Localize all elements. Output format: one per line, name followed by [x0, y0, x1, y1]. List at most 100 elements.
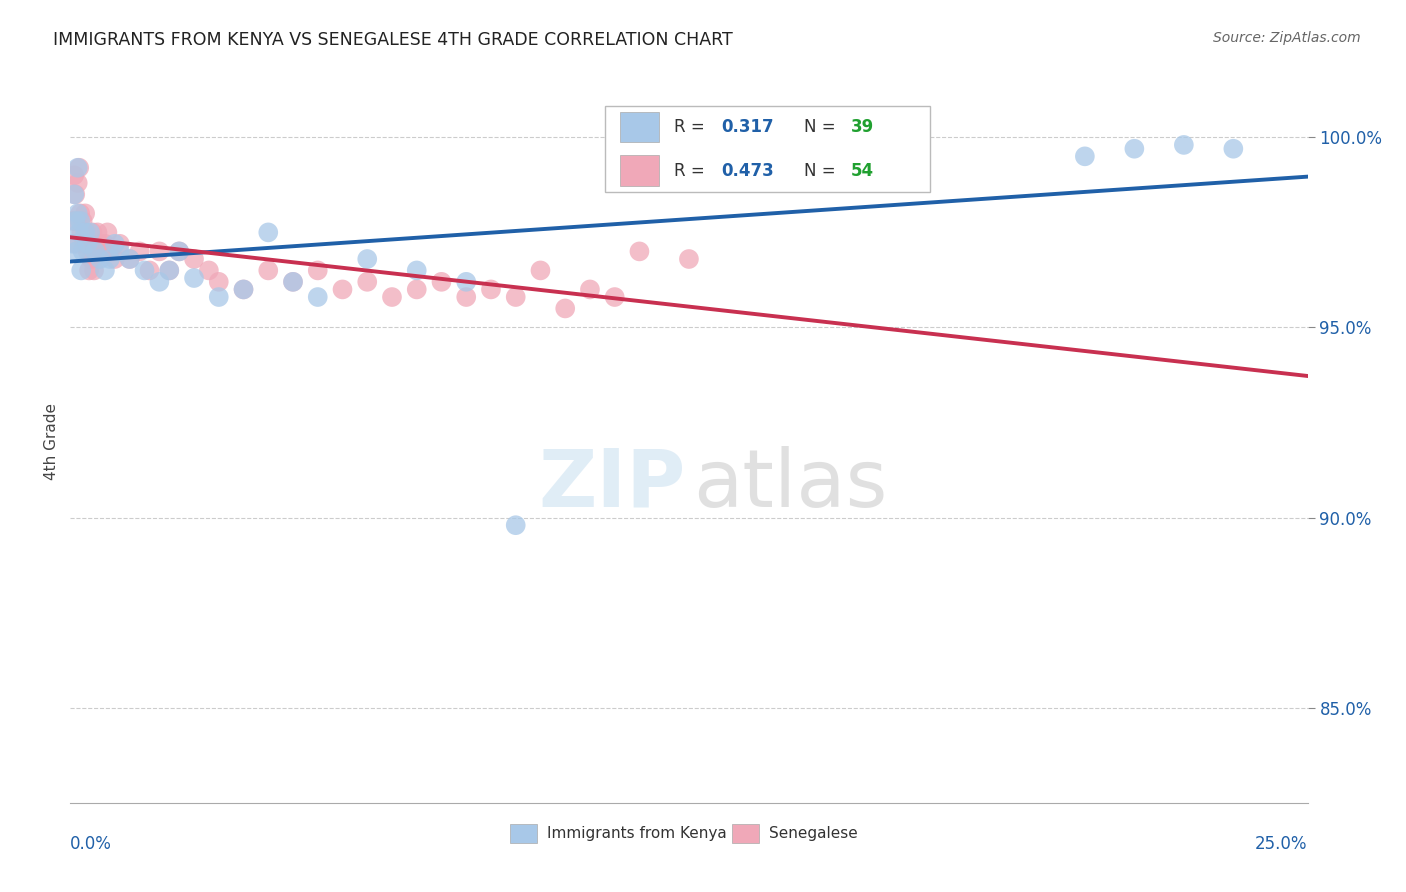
- Point: [69, 214, 91, 228]
- Point: [69, 206, 91, 220]
- Text: 0.317: 0.317: [721, 119, 773, 136]
- Point: [82, 226, 104, 240]
- Point: [232, 282, 254, 296]
- Point: [65, 214, 87, 228]
- Point: [554, 301, 576, 316]
- Point: [83, 263, 105, 277]
- Point: [76, 244, 98, 259]
- Point: [1123, 142, 1146, 156]
- Point: [96, 226, 118, 240]
- Bar: [733, 824, 759, 843]
- Point: [356, 275, 378, 289]
- Point: [430, 275, 453, 289]
- Point: [73, 236, 96, 251]
- Text: Source: ZipAtlas.com: Source: ZipAtlas.com: [1213, 31, 1361, 45]
- Point: [80, 252, 103, 266]
- Point: [628, 244, 651, 259]
- Point: [72, 244, 94, 259]
- Point: [66, 161, 89, 175]
- Point: [76, 236, 98, 251]
- Point: [505, 518, 527, 533]
- Point: [157, 263, 180, 277]
- Bar: [509, 824, 537, 843]
- Point: [72, 214, 94, 228]
- Point: [98, 252, 121, 266]
- Point: [148, 244, 170, 259]
- Point: [79, 226, 101, 240]
- Point: [70, 263, 93, 277]
- Point: [479, 282, 502, 296]
- Point: [157, 263, 180, 277]
- Point: [257, 226, 280, 240]
- Point: [1074, 149, 1097, 163]
- Point: [405, 282, 427, 296]
- Point: [381, 290, 404, 304]
- Point: [70, 226, 93, 240]
- Point: [118, 252, 141, 266]
- Point: [65, 244, 87, 259]
- Point: [1173, 137, 1195, 152]
- Point: [208, 275, 231, 289]
- Point: [67, 226, 90, 240]
- Point: [89, 252, 111, 266]
- Point: [307, 290, 329, 304]
- Point: [104, 236, 127, 251]
- Point: [678, 252, 700, 266]
- Point: [281, 275, 304, 289]
- Point: [456, 290, 478, 304]
- Text: R =: R =: [673, 119, 710, 136]
- Point: [183, 252, 205, 266]
- Point: [75, 206, 97, 220]
- Point: [86, 226, 108, 240]
- Point: [66, 176, 89, 190]
- Point: [183, 271, 205, 285]
- Point: [91, 244, 114, 259]
- Point: [65, 187, 87, 202]
- Point: [208, 290, 231, 304]
- Point: [167, 244, 190, 259]
- Point: [77, 263, 100, 277]
- Point: [456, 275, 478, 289]
- Point: [138, 263, 160, 277]
- Point: [67, 161, 90, 175]
- Point: [603, 290, 626, 304]
- Bar: [620, 155, 659, 186]
- Text: 0.0%: 0.0%: [70, 835, 112, 854]
- Point: [232, 282, 254, 296]
- Point: [79, 236, 101, 251]
- Text: atlas: atlas: [693, 446, 887, 524]
- Point: [257, 263, 280, 277]
- Point: [356, 252, 378, 266]
- Text: N =: N =: [804, 119, 841, 136]
- Point: [332, 282, 354, 296]
- Text: 25.0%: 25.0%: [1256, 835, 1308, 854]
- Point: [75, 226, 97, 240]
- Point: [405, 263, 427, 277]
- Point: [198, 263, 221, 277]
- Point: [134, 263, 156, 277]
- Point: [75, 226, 97, 240]
- Point: [148, 275, 170, 289]
- Point: [104, 252, 127, 266]
- Point: [65, 236, 87, 251]
- Bar: [620, 112, 659, 143]
- Point: [63, 187, 86, 202]
- Text: IMMIGRANTS FROM KENYA VS SENEGALESE 4TH GRADE CORRELATION CHART: IMMIGRANTS FROM KENYA VS SENEGALESE 4TH …: [53, 31, 733, 49]
- Bar: [605, 105, 931, 193]
- Text: Senegalese: Senegalese: [769, 826, 858, 841]
- Text: 39: 39: [851, 119, 875, 136]
- Point: [1222, 142, 1244, 156]
- Text: R =: R =: [673, 161, 710, 179]
- Point: [98, 244, 121, 259]
- Point: [118, 252, 141, 266]
- Point: [94, 236, 117, 251]
- Point: [94, 263, 117, 277]
- Text: ZIP: ZIP: [538, 446, 685, 524]
- Point: [108, 236, 131, 251]
- Point: [529, 263, 551, 277]
- Point: [128, 244, 150, 259]
- Point: [84, 244, 107, 259]
- Y-axis label: 4th Grade: 4th Grade: [44, 403, 59, 480]
- Text: 54: 54: [851, 161, 875, 179]
- Text: Immigrants from Kenya: Immigrants from Kenya: [547, 826, 727, 841]
